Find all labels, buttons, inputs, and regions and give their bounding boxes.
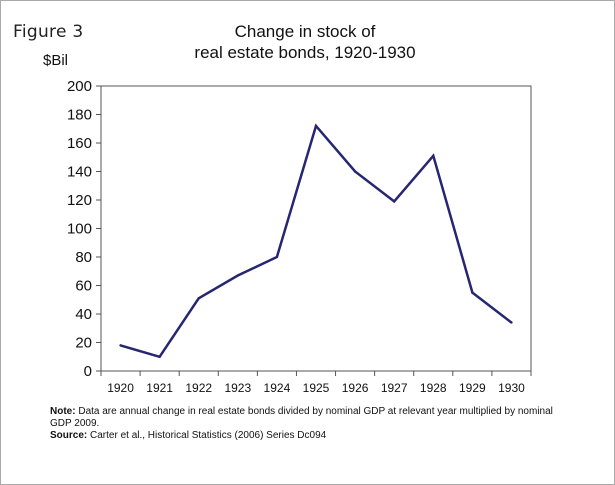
x-tick-label: 1921 xyxy=(146,381,173,395)
x-tick-label: 1926 xyxy=(342,381,369,395)
y-tick-label: 180 xyxy=(67,107,92,124)
x-tick-label: 1920 xyxy=(107,381,134,395)
source-label: Source: xyxy=(50,430,88,441)
y-tick-label: 140 xyxy=(67,164,92,181)
data-point xyxy=(353,170,357,173)
data-point xyxy=(314,124,318,128)
chart-notes: Note: Data are annual change in real est… xyxy=(50,406,570,442)
data-point xyxy=(236,274,240,277)
x-tick-label: 1929 xyxy=(459,381,486,395)
chart-title-line-2: real estate bonds, 1920-1930 xyxy=(194,43,416,62)
y-tick-label: 200 xyxy=(67,78,92,95)
x-tick-label: 1925 xyxy=(303,381,330,395)
data-point xyxy=(158,355,161,358)
data-point xyxy=(275,255,279,259)
x-tick-label: 1923 xyxy=(224,381,251,395)
data-point xyxy=(392,200,396,203)
data-point xyxy=(510,321,513,324)
figure-label: Figure 3 xyxy=(13,22,84,42)
y-tick-label: 100 xyxy=(67,221,92,238)
data-point xyxy=(119,344,122,347)
chart-title-line-1: Change in stock of xyxy=(234,22,376,41)
source-text: Carter et al., Historical Statistics (20… xyxy=(87,430,327,441)
note-label: Note: xyxy=(50,406,76,417)
y-tick-label: 60 xyxy=(75,278,92,295)
chart-title: Change in stock of real estate bonds, 19… xyxy=(150,21,460,63)
note-paragraph: Note: Data are annual change in real est… xyxy=(50,406,570,430)
series-line xyxy=(120,123,513,359)
y-tick-label: 80 xyxy=(75,249,92,266)
x-tick-label: 1927 xyxy=(381,381,408,395)
y-tick-label: 40 xyxy=(75,306,92,323)
note-text: Data are annual change in real estate bo… xyxy=(50,406,553,429)
y-tick-label: 0 xyxy=(84,363,92,380)
data-point xyxy=(471,291,474,294)
y-tick-label: 20 xyxy=(75,335,92,352)
x-tick-label: 1930 xyxy=(498,381,525,395)
y-tick-label: 120 xyxy=(67,192,92,209)
data-point xyxy=(432,154,435,158)
y-tick-label: 160 xyxy=(67,135,92,152)
y-axis-unit-label: $Bil xyxy=(43,52,69,69)
data-point xyxy=(197,297,200,300)
x-tick-label: 1928 xyxy=(420,381,447,395)
x-tick-label: 1924 xyxy=(264,381,291,395)
source-paragraph: Source: Carter et al., Historical Statis… xyxy=(50,430,570,442)
x-tick-label: 1922 xyxy=(185,381,212,395)
